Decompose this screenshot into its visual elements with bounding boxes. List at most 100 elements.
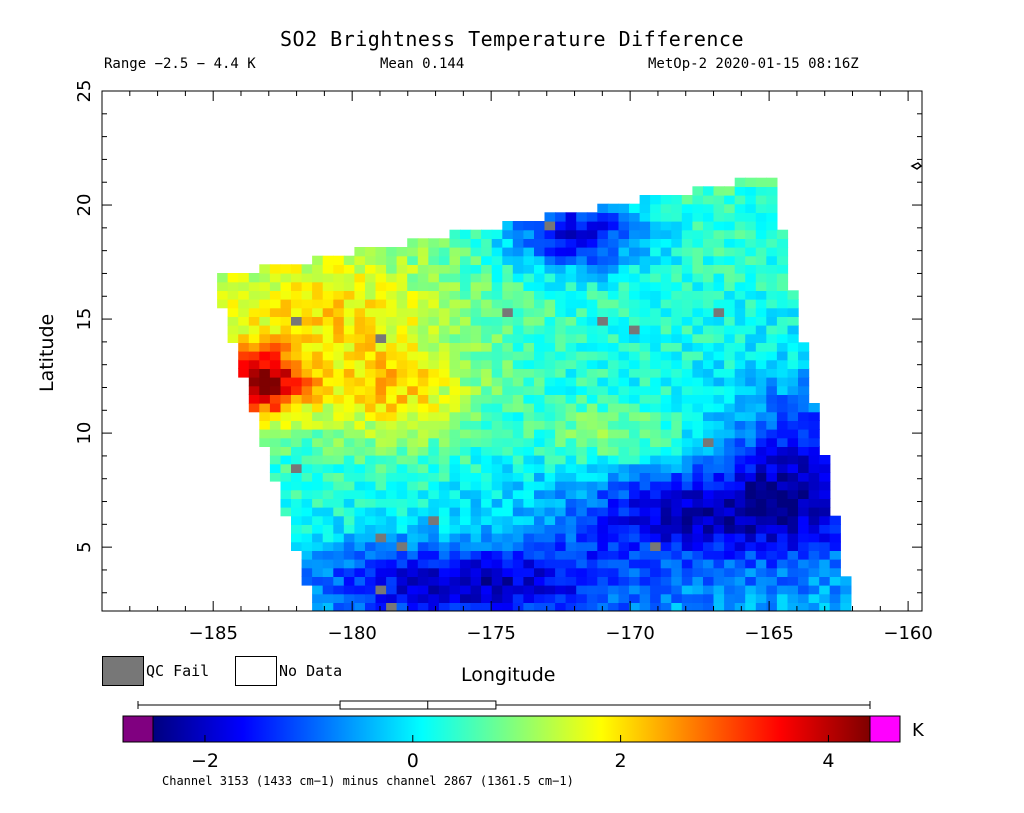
heatmap-cell xyxy=(713,446,725,456)
heatmap-cell xyxy=(618,481,630,491)
heatmap-cell xyxy=(417,429,429,439)
heatmap-cell xyxy=(354,325,366,335)
heatmap-cell xyxy=(449,411,461,421)
heatmap-cell xyxy=(597,247,609,257)
heatmap-cell xyxy=(787,576,799,586)
heatmap-cell xyxy=(460,472,472,482)
heatmap-cell xyxy=(766,507,778,517)
heatmap-cell xyxy=(671,403,683,413)
heatmap-cell xyxy=(449,567,461,577)
heatmap-cell xyxy=(798,559,810,569)
heatmap-cell xyxy=(586,559,598,569)
heatmap-cell xyxy=(724,481,736,491)
heatmap-cell xyxy=(650,307,662,317)
heatmap-cell xyxy=(798,463,810,473)
heatmap-cell xyxy=(565,359,577,369)
heatmap-cell xyxy=(534,307,546,317)
heatmap-cell xyxy=(491,273,503,283)
qc-fail-cell xyxy=(629,325,641,335)
heatmap-cell xyxy=(227,299,239,309)
heatmap-cell xyxy=(745,359,757,369)
heatmap-cell xyxy=(586,593,598,603)
heatmap-cell xyxy=(586,507,598,517)
heatmap-cell xyxy=(386,290,398,300)
heatmap-cell xyxy=(576,325,588,335)
heatmap-cell xyxy=(312,316,324,326)
heatmap-cell xyxy=(534,368,546,378)
heatmap-cell xyxy=(280,481,292,491)
heatmap-cell xyxy=(460,429,472,439)
heatmap-cell xyxy=(291,455,303,465)
heatmap-cell xyxy=(407,446,419,456)
heatmap-cell xyxy=(576,377,588,387)
heatmap-cell xyxy=(724,368,736,378)
heatmap-cell xyxy=(544,576,556,586)
heatmap-cell xyxy=(365,420,377,430)
heatmap-cell xyxy=(671,524,683,534)
heatmap-cell xyxy=(502,351,514,361)
heatmap-cell xyxy=(512,420,524,430)
heatmap-cell xyxy=(438,472,451,482)
heatmap-cell xyxy=(301,463,313,473)
heatmap-cell xyxy=(365,281,377,291)
heatmap-cell xyxy=(639,524,651,534)
heatmap-cell xyxy=(650,481,662,491)
heatmap-cell xyxy=(703,524,715,534)
heatmap-cell xyxy=(660,515,672,525)
heatmap-cell xyxy=(734,238,746,248)
heatmap-cell xyxy=(322,576,334,586)
heatmap-cell xyxy=(301,307,313,317)
heatmap-cell xyxy=(776,455,789,465)
heatmap-cell xyxy=(734,195,746,205)
heatmap-cell xyxy=(396,247,408,257)
heatmap-cell xyxy=(534,299,546,309)
heatmap-cell xyxy=(523,541,535,551)
heatmap-cell xyxy=(312,429,324,439)
heatmap-cell xyxy=(629,437,641,447)
heatmap-cell xyxy=(343,559,355,569)
heatmap-cell xyxy=(333,403,345,413)
heatmap-cell xyxy=(755,403,767,413)
heatmap-cell xyxy=(755,212,767,222)
heatmap-cell xyxy=(523,299,535,309)
heatmap-cell xyxy=(618,472,630,482)
heatmap-cell xyxy=(681,316,693,326)
heatmap-cell xyxy=(808,498,820,508)
heatmap-cell xyxy=(417,507,429,517)
heatmap-cell xyxy=(512,290,524,300)
x-tick-label: −180 xyxy=(327,623,376,644)
heatmap-cell xyxy=(259,325,271,335)
heatmap-cell xyxy=(375,481,387,491)
heatmap-cell xyxy=(322,567,334,577)
heatmap-cell xyxy=(386,463,398,473)
heatmap-cell xyxy=(650,368,662,378)
heatmap-cell xyxy=(470,359,482,369)
heatmap-cell xyxy=(734,247,746,257)
heatmap-cell xyxy=(776,411,789,421)
heatmap-cell xyxy=(808,515,820,525)
heatmap-cell xyxy=(417,585,429,595)
heatmap-cell xyxy=(565,281,577,291)
heatmap-cell xyxy=(460,489,472,499)
heatmap-cell xyxy=(417,325,429,335)
heatmap-cell xyxy=(724,567,736,577)
heatmap-cell xyxy=(629,481,641,491)
heatmap-cell xyxy=(449,394,461,404)
heatmap-cell xyxy=(481,290,493,300)
heatmap-cell xyxy=(449,498,461,508)
heatmap-cell xyxy=(819,489,831,499)
heatmap-cell xyxy=(428,463,440,473)
heatmap-cell xyxy=(417,463,429,473)
heatmap-cell xyxy=(607,481,620,491)
heatmap-cell xyxy=(523,420,535,430)
heatmap-cell xyxy=(703,403,715,413)
heatmap-cell xyxy=(576,567,588,577)
heatmap-cell xyxy=(766,255,778,265)
heatmap-cell xyxy=(470,368,482,378)
heatmap-cell xyxy=(407,420,419,430)
heatmap-cell xyxy=(555,507,567,517)
heatmap-cell xyxy=(343,533,355,543)
heatmap-cell xyxy=(745,255,757,265)
heatmap-cell xyxy=(375,602,387,611)
heatmap-cell xyxy=(713,481,725,491)
